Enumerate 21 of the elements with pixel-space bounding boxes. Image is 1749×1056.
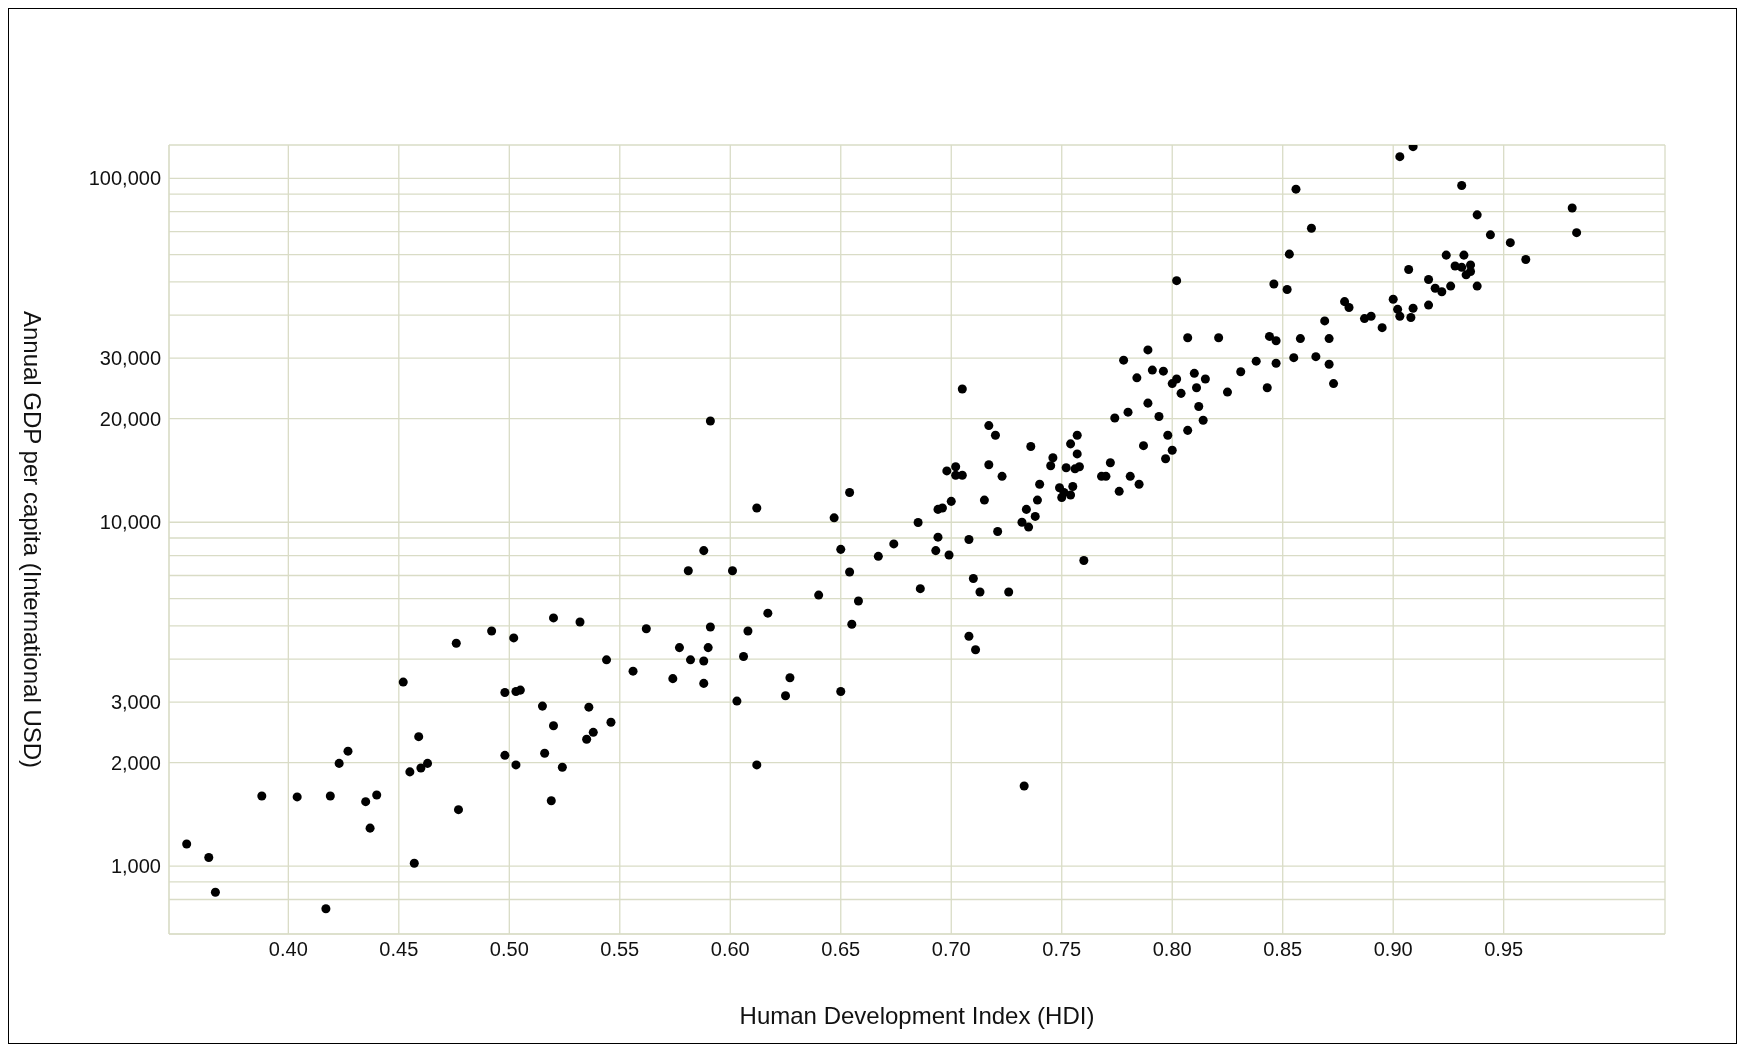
- y-axis-title: Annual GDP per capita (International USD): [19, 310, 47, 769]
- y-tick-label: 20,000: [99, 407, 161, 430]
- x-tick-label: 0.55: [600, 938, 640, 961]
- y-tick-label: 10,000: [99, 511, 161, 534]
- x-tick-label: 0.90: [1373, 938, 1413, 961]
- y-tick-label: 100,000: [88, 167, 161, 190]
- x-tick-label: 0.50: [489, 938, 529, 961]
- x-tick-label: 0.95: [1484, 938, 1524, 961]
- x-tick-label: 0.60: [710, 938, 750, 961]
- y-tick-label: 1,000: [110, 855, 161, 878]
- x-tick-label: 0.40: [268, 938, 308, 961]
- y-tick-label: 3,000: [110, 691, 161, 714]
- y-tick-label: 2,000: [110, 751, 161, 774]
- x-tick-label: 0.80: [1152, 938, 1192, 961]
- x-tick-label: 0.85: [1263, 938, 1303, 961]
- x-axis-title: Human Development Index (HDI): [739, 1002, 1095, 1029]
- x-tick-label: 0.65: [821, 938, 861, 961]
- y-tick-label: 30,000: [99, 347, 161, 370]
- x-tick-label: 0.75: [1042, 938, 1082, 961]
- x-tick-label: 0.45: [379, 938, 419, 961]
- x-tick-label: 0.70: [931, 938, 971, 961]
